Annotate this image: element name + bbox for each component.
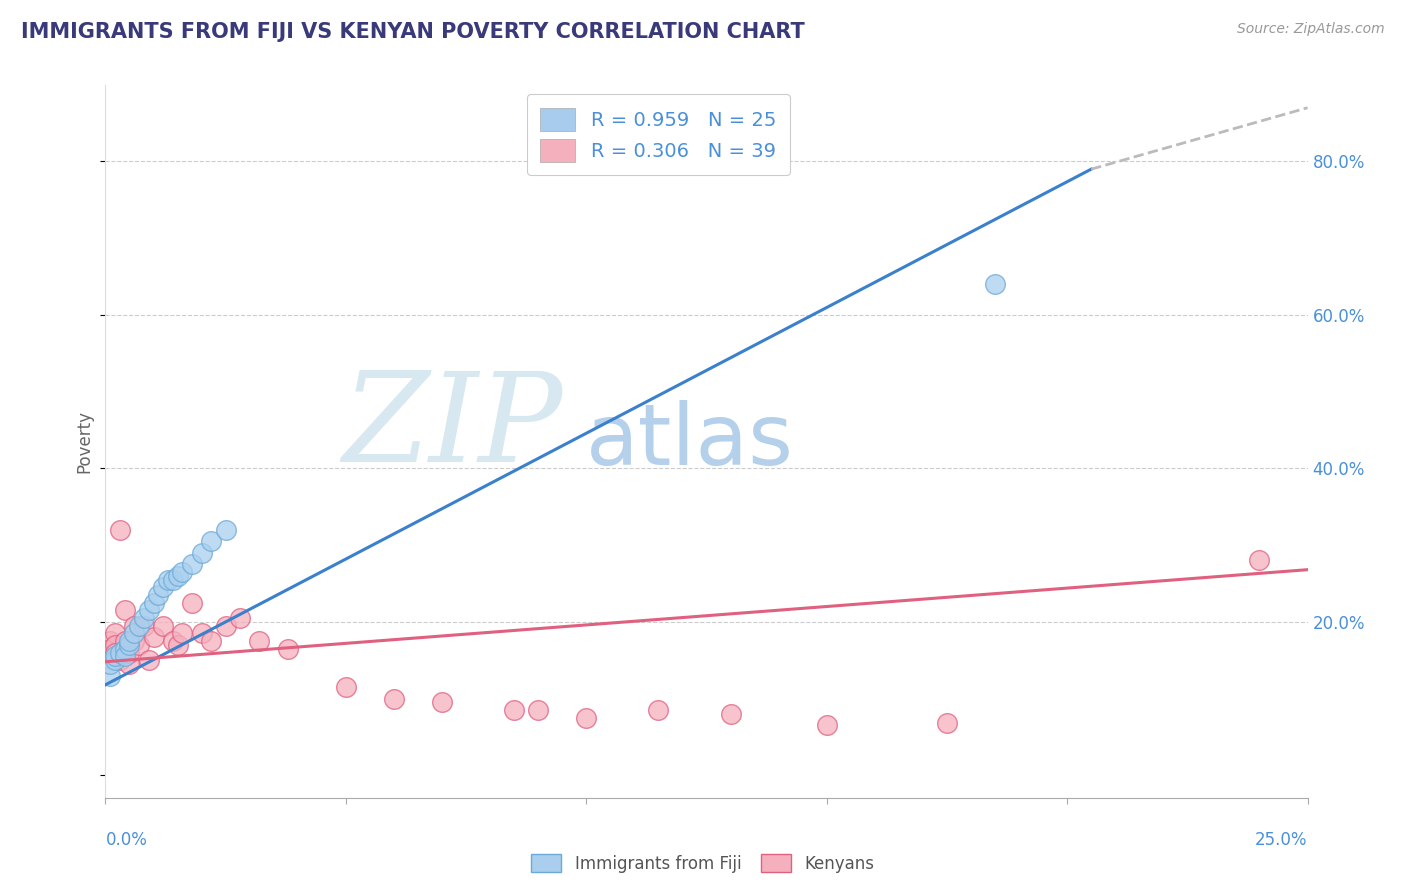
Point: [132, 611, 155, 625]
Point: [156, 573, 179, 587]
Point: [104, 646, 127, 660]
Point: [104, 626, 127, 640]
Point: [118, 638, 141, 652]
Legend: R = 0.959   N = 25, R = 0.306   N = 39: R = 0.959 N = 25, R = 0.306 N = 39: [527, 95, 790, 176]
Point: [142, 596, 165, 610]
Point: [114, 634, 136, 648]
Point: [277, 641, 299, 656]
Point: [118, 634, 141, 648]
Point: [138, 653, 160, 667]
Point: [214, 618, 236, 632]
Point: [98, 668, 121, 682]
Point: [124, 634, 146, 648]
Point: [430, 695, 453, 709]
Point: [162, 573, 184, 587]
Point: [128, 618, 150, 632]
Point: [114, 603, 136, 617]
Point: [1249, 553, 1271, 567]
Point: [984, 277, 1007, 292]
Point: [132, 618, 155, 632]
Point: [190, 626, 212, 640]
Point: [936, 716, 959, 731]
Y-axis label: Poverty: Poverty: [76, 410, 94, 473]
Point: [181, 558, 204, 572]
Point: [720, 706, 742, 721]
Text: ZIP: ZIP: [342, 367, 562, 488]
Point: [335, 680, 357, 694]
Text: 0.0%: 0.0%: [105, 830, 148, 848]
Point: [172, 565, 194, 579]
Point: [162, 634, 184, 648]
Point: [382, 691, 405, 706]
Point: [124, 618, 146, 632]
Text: 25.0%: 25.0%: [1256, 830, 1308, 848]
Point: [118, 646, 141, 660]
Point: [247, 634, 270, 648]
Point: [142, 630, 165, 644]
Point: [118, 657, 141, 671]
Text: IMMIGRANTS FROM FIJI VS KENYAN POVERTY CORRELATION CHART: IMMIGRANTS FROM FIJI VS KENYAN POVERTY C…: [21, 22, 804, 42]
Point: [108, 653, 131, 667]
Text: atlas: atlas: [586, 400, 794, 483]
Point: [108, 523, 131, 537]
Point: [98, 634, 121, 648]
Point: [503, 703, 526, 717]
Point: [200, 634, 222, 648]
Point: [148, 588, 170, 602]
Legend: Immigrants from Fiji, Kenyans: Immigrants from Fiji, Kenyans: [524, 847, 882, 880]
Point: [138, 603, 160, 617]
Point: [166, 569, 188, 583]
Point: [108, 646, 131, 660]
Point: [229, 611, 252, 625]
Point: [647, 703, 669, 717]
Point: [114, 649, 136, 664]
Point: [527, 703, 550, 717]
Point: [152, 618, 174, 632]
Point: [815, 718, 838, 732]
Point: [104, 649, 127, 664]
Point: [104, 638, 127, 652]
Point: [152, 580, 174, 594]
Point: [190, 546, 212, 560]
Point: [200, 534, 222, 549]
Text: Source: ZipAtlas.com: Source: ZipAtlas.com: [1237, 22, 1385, 37]
Point: [575, 711, 598, 725]
Point: [114, 641, 136, 656]
Point: [104, 653, 127, 667]
Point: [128, 638, 150, 652]
Point: [181, 596, 204, 610]
Point: [124, 626, 146, 640]
Point: [98, 657, 121, 671]
Point: [98, 641, 121, 656]
Point: [166, 638, 188, 652]
Point: [214, 523, 236, 537]
Point: [172, 626, 194, 640]
